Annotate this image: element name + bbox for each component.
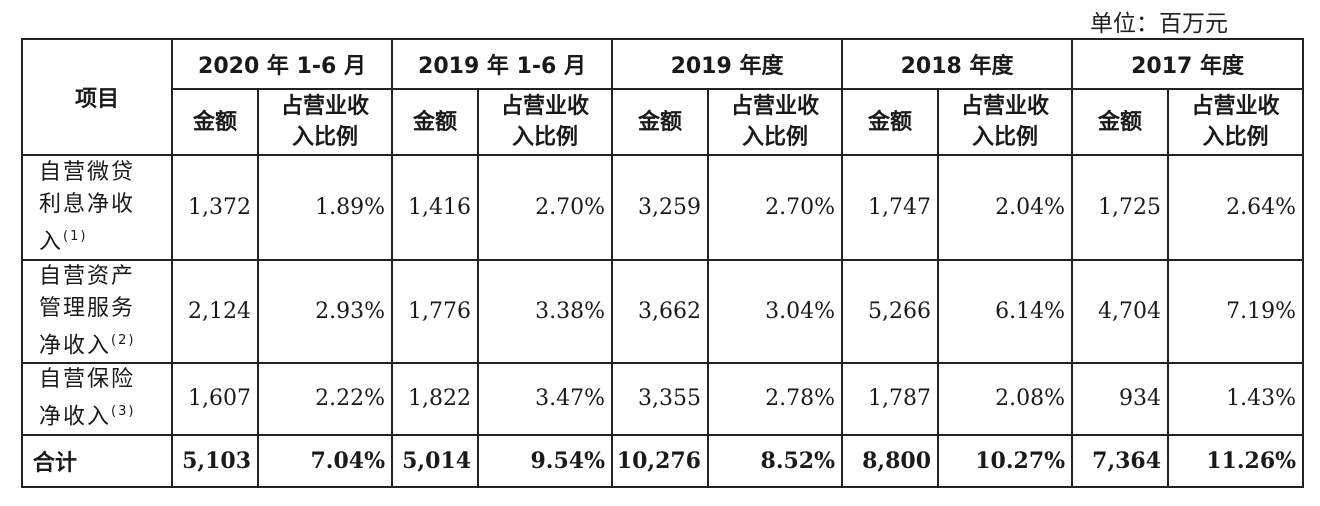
ratio-cell: 2.93% — [257, 258, 393, 365]
unit-label: 单位：百万元 — [1090, 11, 1228, 37]
row-label: 自营保险净收入(3) — [21, 362, 173, 436]
header-row-metrics: 金额 占营业收 入比例 金额 占营业收 入比例 金额 占营业收 入比例 金额 占营业收 入比例 金额 占营… — [22, 88, 1305, 156]
header-ratio: 占营业收 入比例 — [937, 88, 1074, 156]
ratio-cell: 2.08% — [937, 362, 1074, 436]
header-ratio: 占营业收 入比例 — [477, 88, 613, 156]
amount-cell: 3,259 — [611, 154, 709, 261]
header-ratio-line: 占营业收 — [731, 94, 820, 119]
row-label-line: 自营保险 — [39, 364, 171, 396]
row-label: 自营资产管理服务净收入(2) — [21, 258, 173, 365]
table-row: 自营保险 净收入(3) 1,607 2.22% 1,822 3.47% 3,355 2.78%… — [21, 362, 1305, 436]
row-label-text: 利息净收 — [39, 191, 136, 217]
header-period: 2019 年度 — [610, 38, 844, 90]
footnote-marker: (3) — [111, 404, 136, 420]
header-amount: 金额 — [1071, 88, 1170, 156]
header-ratio-line: 入比例 — [742, 125, 809, 150]
total-ratio-cell: 7.04% — [257, 433, 393, 488]
amount-cell: 2,124 — [171, 258, 259, 365]
row-label-text: 净收入 — [39, 333, 112, 359]
amount-cell: 1,822 — [391, 362, 479, 436]
total-ratio-cell: 10.27% — [937, 433, 1074, 488]
row-label-text: 净收入 — [39, 404, 112, 430]
amount-cell: 3,355 — [611, 362, 709, 436]
total-ratio-cell: 11.26% — [1167, 433, 1305, 488]
row-label-text: 管理服务 — [39, 296, 136, 321]
row-label-text: 入 — [39, 229, 64, 255]
ratio-cell: 1.89% — [257, 154, 393, 261]
row-label: 自营微贷利息净收入(1) — [21, 154, 173, 261]
ratio-cell: 2.78% — [706, 362, 844, 436]
ratio-cell: 2.70% — [706, 154, 844, 261]
table-row: 自营微贷 利息净收 入(1) 1,372 1.89% 1,416 2.70% 3,259 2.7… — [21, 154, 1305, 261]
amount-cell: 1,787 — [841, 362, 940, 436]
header-amount: 金额 — [171, 88, 259, 156]
header-ratio: 占营业收 入比例 — [1167, 88, 1305, 156]
header-period: 2018 年度 — [841, 38, 1074, 90]
header-ratio-line: 入比例 — [1202, 125, 1269, 150]
header-amount: 金额 — [391, 88, 479, 156]
amount-cell: 1,372 — [171, 154, 259, 261]
ratio-cell: 7.19% — [1167, 258, 1305, 365]
header-period: 2017 年度 — [1071, 38, 1305, 90]
ratio-cell: 1.43% — [1167, 362, 1305, 436]
footnote-marker: (2) — [111, 333, 136, 348]
amount-cell: 3,662 — [611, 258, 709, 365]
ratio-cell: 6.14% — [937, 258, 1074, 365]
ratio-cell: 3.04% — [706, 258, 844, 365]
total-label: 合计 — [21, 433, 173, 488]
header-row-periods: 项目 2020 年 1-6 月 2019 年 1-6 月 2019 年度 201… — [21, 38, 1305, 156]
ratio-cell: 2.70% — [477, 154, 613, 261]
header-amount: 金额 — [611, 88, 709, 156]
amount-cell: 5,266 — [841, 258, 940, 365]
header-item: 项目 — [21, 38, 173, 156]
total-amount-cell: 5,014 — [391, 433, 479, 488]
row-label-line: 净收入(2) — [39, 325, 171, 362]
row-label-line: 净收入(3) — [39, 396, 171, 433]
header-ratio-line: 入比例 — [511, 125, 578, 150]
header-period: 2020 年 1-6 月 — [171, 38, 393, 90]
row-label-text: 自营微贷 — [39, 159, 136, 185]
row-label-line: 管理服务 — [39, 293, 171, 325]
amount-cell: 934 — [1071, 362, 1170, 436]
total-row: 合计 5,103 7.04% 5,014 9.54% 10,276 8.52% 8,800 10… — [21, 433, 1305, 488]
total-amount-cell: 5,103 — [171, 433, 259, 488]
amount-cell: 1,725 — [1071, 154, 1170, 261]
total-amount-cell: 7,364 — [1071, 433, 1170, 488]
total-amount-cell: 8,800 — [841, 433, 940, 488]
ratio-cell: 2.04% — [937, 154, 1074, 261]
ratio-cell: 3.38% — [477, 258, 613, 365]
total-amount-cell: 10,276 — [611, 433, 709, 488]
total-ratio-cell: 9.54% — [477, 433, 613, 488]
row-label-line: 入(1) — [39, 221, 171, 258]
row-label-text: 自营资产 — [39, 264, 136, 289]
amount-cell: 4,704 — [1071, 258, 1170, 365]
ratio-cell: 2.64% — [1167, 154, 1305, 261]
row-label-line: 自营资产 — [39, 261, 171, 293]
header-ratio-line: 占营业收 — [280, 94, 369, 119]
header-ratio: 占营业收 入比例 — [706, 88, 844, 156]
footnote-marker: (1) — [63, 228, 88, 244]
row-label-line: 利息净收 — [39, 189, 171, 221]
row-label-line: 自营微贷 — [39, 157, 171, 189]
financial-table: 项目 2020 年 1-6 月 2019 年 1-6 月 2019 年度 201… — [21, 38, 1305, 488]
total-ratio-cell: 8.52% — [706, 433, 844, 488]
header-amount: 金额 — [841, 88, 940, 156]
ratio-cell: 2.22% — [257, 362, 393, 436]
table-row: 自营资产 管理服务 净收入(2) 2,124 2.93% 1,776 3.38% 3,662 3… — [21, 258, 1305, 365]
amount-cell: 1,607 — [171, 362, 259, 436]
header-ratio-line: 占营业收 — [500, 94, 589, 119]
amount-cell: 1,776 — [391, 258, 479, 365]
row-label-text: 自营保险 — [39, 367, 136, 393]
header-ratio-line: 入比例 — [291, 125, 358, 150]
header-period: 2019 年 1-6 月 — [391, 38, 613, 90]
header-ratio-line: 占营业收 — [1191, 94, 1280, 119]
header-ratio-line: 占营业收 — [961, 94, 1050, 119]
header-ratio-line: 入比例 — [972, 125, 1039, 150]
amount-cell: 1,747 — [841, 154, 940, 261]
amount-cell: 1,416 — [391, 154, 479, 261]
header-ratio: 占营业收 入比例 — [257, 88, 393, 156]
ratio-cell: 3.47% — [477, 362, 613, 436]
